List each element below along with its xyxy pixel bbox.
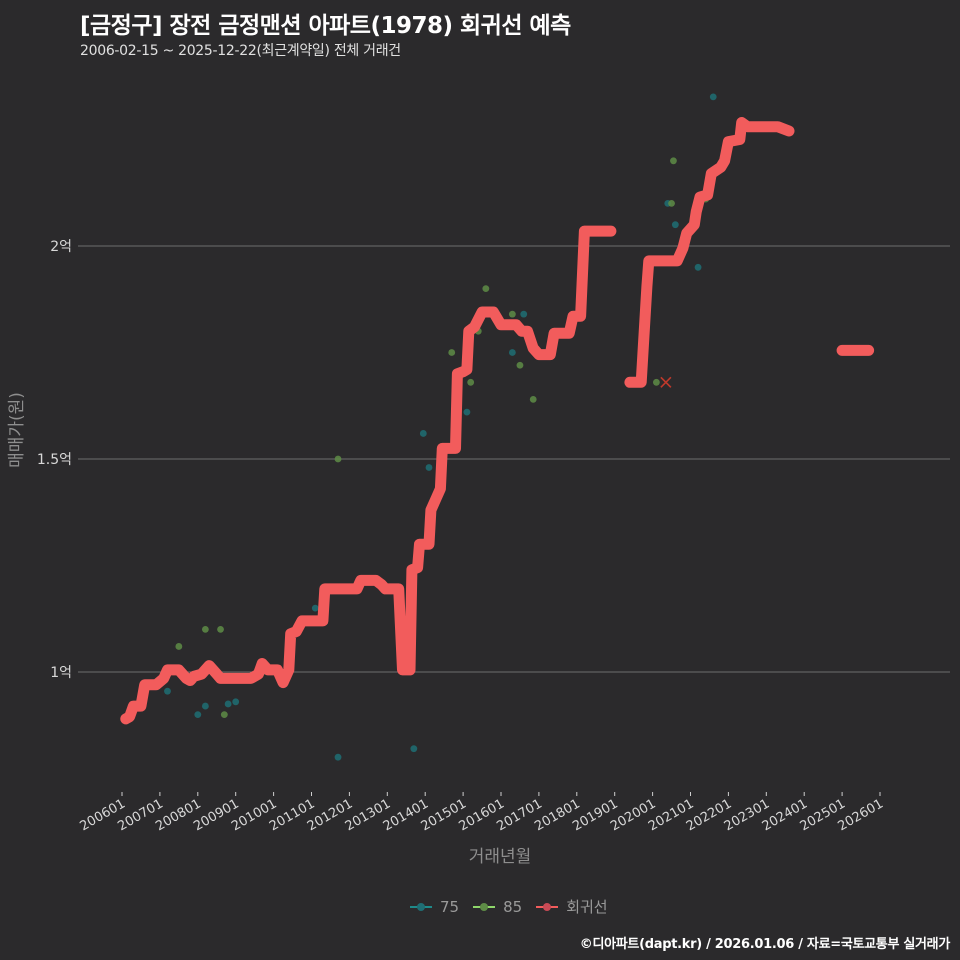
point-75 (508, 349, 516, 356)
point-85 (175, 643, 183, 650)
point-75 (232, 698, 240, 706)
point-75 (463, 408, 471, 416)
point-85 (516, 361, 524, 369)
point-85 (670, 157, 677, 165)
legend-item-85[interactable]: 85 (473, 898, 522, 916)
legend-label-regression: 회귀선 (566, 898, 608, 916)
y-tick-label: 1억 (50, 665, 72, 681)
point-85 (508, 310, 516, 318)
point-75 (334, 753, 342, 761)
x-axis-label: 거래년월 (468, 847, 532, 867)
chart-title: [금정구] 장전 금정맨션 아파트(1978) 회귀선 예측 (80, 13, 571, 39)
point-75 (709, 93, 717, 101)
legend-key-regression-icon (536, 901, 559, 913)
point-75 (694, 263, 702, 271)
legend-key-75-icon (410, 901, 432, 913)
chart-subtitle: 2006-02-15 ~ 2025-12-22(최근계약일) 전체 거래건 (80, 43, 401, 59)
legend-key-85-icon (473, 901, 496, 913)
source-caption: ©디아파트(dapt.kr) / 2026.01.06 / 자료=국토교통부 실… (579, 937, 951, 952)
point-85 (220, 711, 228, 718)
point-85 (217, 626, 224, 633)
regression-line (120, 225, 617, 725)
point-75 (410, 745, 418, 753)
y-axis-label: 매매가(원) (7, 392, 27, 468)
point-75 (201, 702, 209, 710)
scatter-points (164, 93, 763, 761)
legend-label-85: 85 (503, 897, 523, 916)
point-85 (334, 455, 342, 463)
point-85 (652, 378, 660, 386)
point-85 (448, 349, 456, 356)
point-85 (467, 378, 475, 386)
legend-item-regression[interactable]: 회귀선 (536, 896, 608, 917)
y-tick-label: 1.5억 (37, 452, 72, 468)
legend: 75 85 회귀선 (410, 896, 614, 917)
point-75 (671, 221, 679, 229)
point-85 (668, 200, 675, 207)
y-tick-label: 2억 (50, 239, 72, 255)
legend-label-75: 75 (440, 897, 460, 916)
point-75 (224, 700, 232, 708)
regression-line (624, 117, 795, 388)
point-75 (194, 711, 202, 718)
point-85 (482, 285, 490, 292)
point-85 (201, 626, 209, 633)
point-85 (529, 395, 537, 403)
point-75 (425, 464, 433, 471)
point-75 (311, 604, 319, 612)
outlier-x-icon (660, 376, 672, 388)
legend-item-75[interactable]: 75 (410, 898, 459, 916)
point-75 (164, 687, 171, 695)
point-75 (419, 430, 427, 437)
point-75 (520, 310, 528, 318)
